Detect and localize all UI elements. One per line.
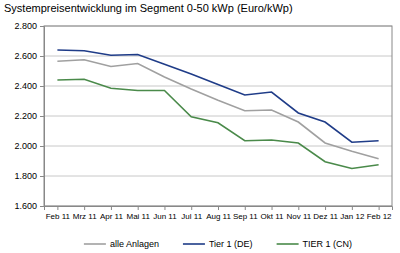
x-tick-label: Nov 11 [286,212,311,221]
y-tick: 2.600 [14,51,44,61]
y-tick-mark [40,26,44,27]
legend-swatch [84,243,106,245]
x-tick-mark [138,206,139,210]
plot: 1.600 1.800 2.000 2.200 2.400 2.600 2.800 Feb 1… [14,21,392,220]
legend-item: TIER 1 (CN) [277,239,353,249]
legend-label: alle Anlagen [110,239,159,249]
x-tick-label: Jul 11 [181,212,202,221]
x-tick: Aug 11 [206,206,231,221]
x-tick: Sep 11 [233,206,258,221]
x-tick-label: Jan 12 [340,212,365,221]
legend-swatch [277,243,299,245]
grid-line [44,56,392,57]
legend-item: alle Anlagen [84,239,159,249]
chart: Systempreisentwicklung im Segment 0-50 k… [0,0,400,253]
y-tick-label: 1.600 [14,201,37,211]
x-tick-mark [272,206,273,210]
y-tick-label: 2.200 [14,111,37,121]
y-tick-label: 2.800 [14,21,37,31]
x-tick-mark [164,206,165,210]
y-tick-mark [40,86,44,87]
series-line [57,79,378,168]
x-tick: Feb 11 [46,206,71,221]
x-tick: Mai 11 [126,206,150,221]
x-tick: Nov 11 [286,206,311,221]
legend-label: TIER 1 (CN) [303,239,353,249]
grid-line [44,116,392,117]
x-tick: Jan 12 [340,206,365,221]
x-tick-label: Dez 11 [313,212,338,221]
x-tick: Mrz 11 [73,206,97,221]
y-axis-line [40,27,45,207]
x-tick: Okt 11 [261,206,285,221]
y-tick-label: 2.600 [14,51,37,61]
legend-swatch [183,243,205,245]
x-tick-mark [57,206,58,210]
x-tick-label: Mai 11 [126,212,150,221]
lines [57,50,378,169]
grid-line [44,146,392,147]
x-axis: Feb 11Mrz 11Apr 11Mai 11Jun 11 Jul 11 Aug … [45,206,393,221]
series-line [57,50,378,142]
y-tick-label: 2.400 [14,81,37,91]
y-tick: 1.800 [14,171,44,181]
x-tick: Jul 11 [181,206,202,221]
series-line [57,60,378,159]
x-tick-label: Mrz 11 [73,212,97,221]
x-tick: Feb 12 [367,206,392,221]
grid [44,26,392,206]
x-tick-label: Aug 11 [206,212,231,221]
x-tick-label: Feb 11 [46,212,71,221]
legend: alle Anlagen Tier 1 (DE) TIER 1 (CN) [84,239,352,249]
x-tick-mark [325,206,326,210]
x-tick: Dez 11 [313,206,338,221]
y-axis: 1.600 1.800 2.000 2.200 2.400 2.600 2.800 [14,21,44,211]
plot-frame [44,26,392,206]
y-tick-mark [40,116,44,117]
x-tick: Jun 11 [153,206,177,221]
x-tick-mark [352,206,353,210]
x-tick-label: Jun 11 [153,212,177,221]
y-tick: 1.600 [14,201,44,211]
y-tick-mark [40,206,44,207]
x-tick-mark [191,206,192,210]
y-tick-mark [40,176,44,177]
grid-line [44,86,392,87]
x-tick-label: Apr 11 [100,212,124,221]
y-tick: 2.200 [14,111,44,121]
y-tick-label: 2.000 [14,141,37,151]
y-tick-mark [40,56,44,57]
x-tick-label: Feb 12 [367,212,392,221]
x-tick-mark [245,206,246,210]
y-tick: 2.400 [14,81,44,91]
legend-item: Tier 1 (DE) [183,239,253,249]
legend-label: Tier 1 (DE) [209,239,253,249]
x-tick-mark [111,206,112,210]
title: Systempreisentwicklung im Segment 0-50 k… [4,2,293,14]
x-axis-line [45,207,393,211]
x-tick-mark [218,206,219,210]
x-tick-label: Sep 11 [233,212,258,221]
x-tick-mark [84,206,85,210]
x-tick-mark [379,206,380,210]
y-tick-label: 1.800 [14,171,37,181]
x-tick: Apr 11 [100,206,124,221]
y-tick-mark [40,146,44,147]
y-tick: 2.800 [14,21,44,31]
y-tick: 2.000 [14,141,44,151]
x-tick-mark [298,206,299,210]
grid-line [44,176,392,177]
x-tick-label: Okt 11 [261,212,285,221]
